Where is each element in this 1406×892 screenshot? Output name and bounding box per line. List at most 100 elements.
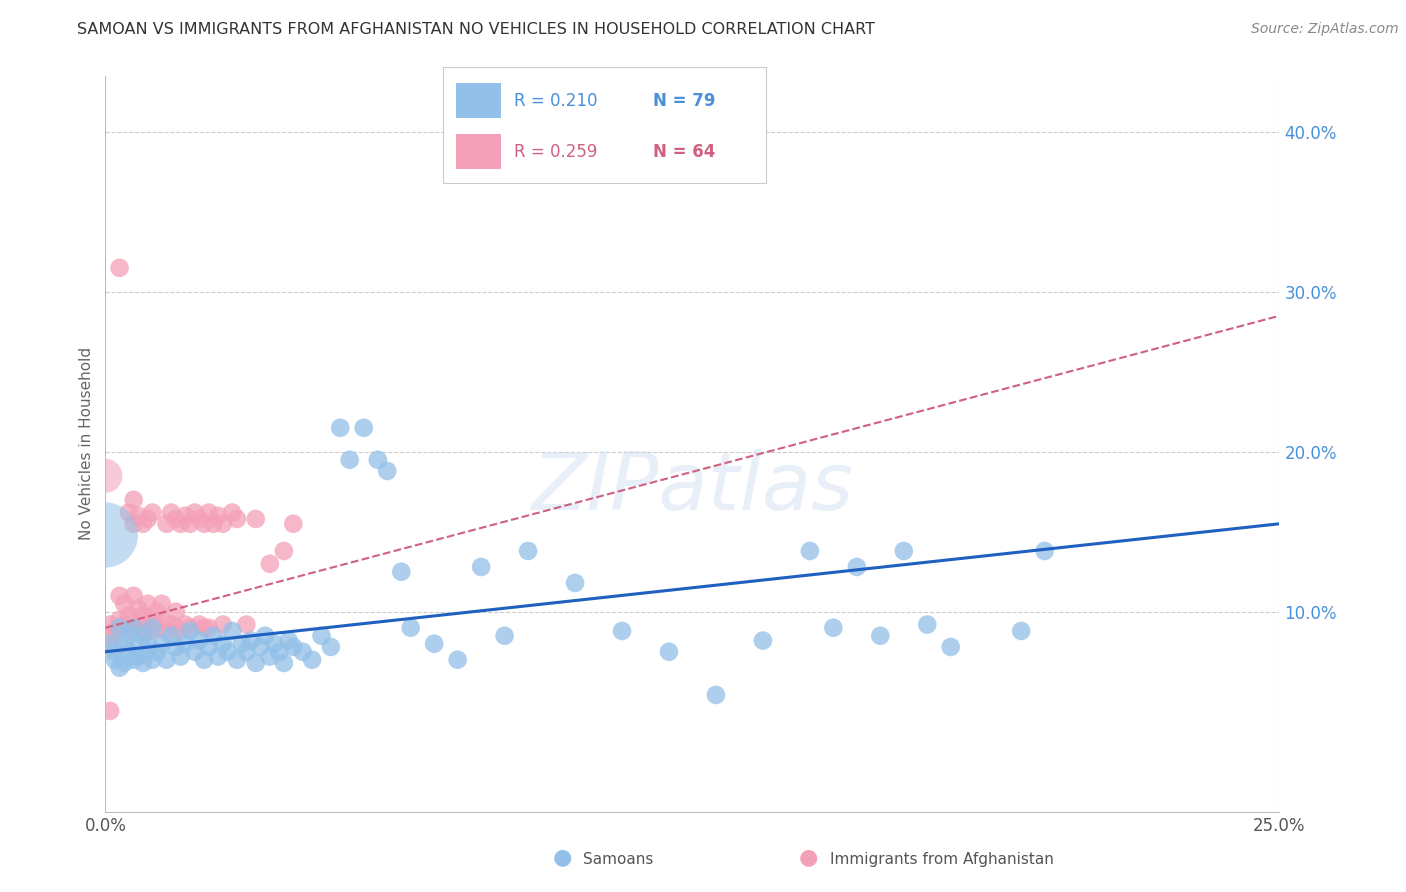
Point (367, 452, 389, 467)
Point (389, 565, 412, 579)
Point (136, 617, 159, 632)
Point (150, 637, 173, 651)
Point (132, 516, 155, 531)
Point (193, 653, 215, 667)
Point (221, 624, 243, 638)
Text: ZIPatlas: ZIPatlas (531, 449, 853, 527)
Text: R = 0.210: R = 0.210 (515, 92, 598, 110)
Point (915, 617, 938, 632)
Point (188, 633, 211, 648)
Point (127, 601, 149, 615)
Point (174, 617, 197, 632)
Point (254, 629, 277, 643)
Point (112, 637, 135, 651)
Point (179, 624, 201, 638)
Point (169, 649, 191, 664)
Point (112, 617, 135, 632)
Point (1033, 544, 1056, 558)
Point (329, 421, 352, 435)
Point (610, 624, 633, 638)
Point (231, 637, 253, 651)
Point (141, 506, 163, 520)
Point (179, 516, 201, 531)
Point (211, 617, 233, 632)
Point (118, 607, 141, 622)
Point (375, 464, 398, 478)
Point (160, 617, 183, 632)
Point (165, 512, 187, 526)
Point (122, 621, 145, 635)
Point (118, 645, 141, 659)
Text: R = 0.259: R = 0.259 (515, 143, 598, 161)
Point (845, 560, 868, 574)
Point (221, 506, 243, 520)
Point (112, 656, 135, 670)
Point (112, 597, 135, 611)
Point (108, 613, 131, 627)
Point (752, 633, 775, 648)
Bar (456, 83, 501, 118)
Point (494, 629, 516, 643)
Text: ●: ● (799, 847, 818, 867)
Point (150, 613, 173, 627)
Point (122, 653, 145, 667)
Point (193, 621, 215, 635)
Point (127, 637, 149, 651)
Bar (456, 134, 501, 169)
Point (301, 653, 323, 667)
Point (259, 557, 281, 571)
Point (141, 621, 163, 635)
Point (146, 605, 169, 619)
Point (104, 653, 127, 667)
Text: Immigrants from Afghanistan: Immigrants from Afghanistan (830, 852, 1053, 867)
Point (245, 656, 267, 670)
Point (470, 560, 492, 574)
Point (311, 629, 333, 643)
Point (141, 653, 163, 667)
Point (226, 512, 249, 526)
Point (197, 621, 219, 635)
Point (183, 645, 205, 659)
Point (197, 506, 219, 520)
Point (98, 617, 121, 632)
Point (869, 629, 891, 643)
Point (339, 452, 361, 467)
Text: Source: ZipAtlas.com: Source: ZipAtlas.com (1251, 22, 1399, 37)
Point (893, 544, 915, 558)
Point (160, 629, 183, 643)
Point (169, 624, 191, 638)
Point (169, 516, 191, 531)
Point (127, 621, 149, 635)
Point (104, 645, 127, 659)
Text: SAMOAN VS IMMIGRANTS FROM AFGHANISTAN NO VEHICLES IN HOUSEHOLD CORRELATION CHART: SAMOAN VS IMMIGRANTS FROM AFGHANISTAN NO… (77, 22, 876, 37)
Text: N = 79: N = 79 (654, 92, 716, 110)
Point (197, 640, 219, 654)
Point (146, 621, 169, 635)
Point (259, 649, 281, 664)
Point (263, 637, 285, 651)
Point (207, 649, 229, 664)
Point (141, 613, 163, 627)
Point (141, 624, 163, 638)
Point (146, 645, 169, 659)
Point (94, 528, 117, 542)
Point (132, 607, 155, 622)
Point (399, 621, 422, 635)
Point (211, 637, 233, 651)
Point (104, 640, 127, 654)
Point (704, 688, 727, 702)
Point (446, 653, 468, 667)
Point (283, 640, 305, 654)
Point (155, 653, 177, 667)
Point (269, 645, 291, 659)
Point (188, 617, 211, 632)
Point (150, 597, 173, 611)
Point (193, 516, 215, 531)
Point (217, 645, 239, 659)
Point (319, 640, 342, 654)
Point (165, 640, 187, 654)
Point (155, 624, 177, 638)
Point (183, 506, 205, 520)
Point (273, 544, 295, 558)
Point (939, 640, 962, 654)
